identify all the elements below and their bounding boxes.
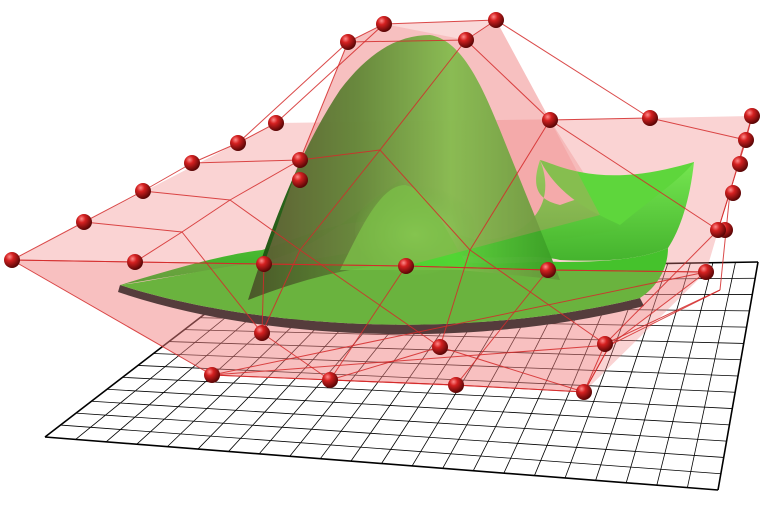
control-point[interactable] (488, 12, 504, 28)
control-point[interactable] (4, 252, 20, 268)
grid-line (106, 388, 730, 426)
control-net-edge (604, 289, 721, 345)
control-net-edge (329, 265, 407, 381)
control-net-edge (439, 249, 471, 348)
control-net-edge (609, 271, 707, 346)
control-net-edge (455, 384, 585, 393)
control-net-edge (649, 117, 747, 141)
control-net-edge (547, 269, 707, 273)
control-net-edge (299, 41, 349, 161)
grid-line (91, 400, 727, 442)
control-points (4, 12, 760, 400)
control-point[interactable] (230, 135, 246, 151)
control-net-edge (469, 119, 551, 251)
control-net-edge (142, 162, 193, 192)
control-point[interactable] (254, 325, 270, 341)
control-net-edge (299, 149, 381, 161)
control-net-edge (719, 191, 731, 291)
control-point[interactable] (738, 132, 754, 148)
control-net-edge (261, 332, 331, 381)
control-net-edge (261, 263, 265, 334)
control-net-edge (439, 346, 585, 393)
control-point[interactable] (698, 264, 714, 280)
control-net-edge (549, 117, 651, 121)
control-point[interactable] (597, 336, 613, 352)
control-point[interactable] (725, 185, 741, 201)
control-point[interactable] (184, 155, 200, 171)
control-net-edge (229, 199, 301, 251)
control-point[interactable] (204, 367, 220, 383)
control-net-edge (211, 344, 611, 376)
grid-line (44, 436, 719, 491)
grid-line (153, 353, 739, 377)
control-net-edge (379, 149, 471, 251)
grid-line (184, 329, 744, 344)
control-net-edge (609, 289, 721, 346)
grid-line (75, 412, 724, 458)
control-net-edge (11, 221, 85, 261)
control-net-edge (275, 23, 385, 124)
control-net-edge (405, 265, 549, 271)
control-net-edge (379, 39, 467, 151)
control-net-edge (229, 159, 301, 201)
control-net-edge (299, 249, 441, 348)
control-point[interactable] (135, 183, 151, 199)
control-net-edge (191, 142, 239, 164)
grid-line (122, 376, 733, 409)
grid-line (60, 424, 721, 475)
grid-line (168, 341, 741, 361)
control-net-edge (455, 269, 549, 386)
control-point[interactable] (127, 254, 143, 270)
control-point[interactable] (542, 112, 558, 128)
control-point[interactable] (376, 16, 392, 32)
control-net-edge (11, 259, 213, 376)
control-net-edge (329, 379, 457, 386)
control-point[interactable] (76, 214, 92, 230)
control-net-edge (211, 374, 331, 381)
control-point[interactable] (710, 222, 726, 238)
control-point[interactable] (432, 339, 448, 355)
control-net-edge (263, 263, 407, 267)
control-point[interactable] (732, 156, 748, 172)
control-net-edge (465, 39, 551, 121)
control-net-edge (211, 271, 707, 376)
control-point[interactable] (292, 152, 308, 168)
control-net-edge (383, 19, 497, 25)
control-point[interactable] (340, 34, 356, 50)
control-point[interactable] (268, 115, 284, 131)
control-net-edge (134, 231, 183, 263)
control-net-edge (299, 149, 381, 251)
control-point[interactable] (256, 256, 272, 272)
control-net-edge (191, 159, 301, 164)
control-net-edge (495, 19, 651, 119)
control-net-edge (261, 249, 301, 334)
control-point[interactable] (292, 172, 308, 188)
control-net-edge (469, 249, 606, 345)
control-point[interactable] (322, 372, 338, 388)
control-net-edge (83, 190, 144, 223)
control-net-edge (181, 199, 231, 233)
control-net-edge (604, 229, 719, 345)
control-point[interactable] (398, 258, 414, 274)
control-point[interactable] (448, 377, 464, 393)
control-net-edge (329, 346, 441, 381)
control-point[interactable] (576, 384, 592, 400)
control-net-edge (83, 221, 183, 233)
control-net-edge (549, 119, 719, 231)
control-net-edge (347, 39, 467, 43)
control-net-edge (181, 231, 263, 334)
control-net-edge (142, 190, 231, 201)
control-net-lines (11, 19, 753, 393)
bezier-surface (118, 35, 694, 335)
control-point[interactable] (744, 108, 760, 124)
control-net-edge (583, 343, 606, 393)
control-point[interactable] (642, 110, 658, 126)
control-net-edge (729, 115, 753, 193)
control-net-edge (583, 344, 611, 393)
control-net-edge (237, 41, 349, 144)
control-point[interactable] (540, 262, 556, 278)
control-point[interactable] (458, 32, 474, 48)
